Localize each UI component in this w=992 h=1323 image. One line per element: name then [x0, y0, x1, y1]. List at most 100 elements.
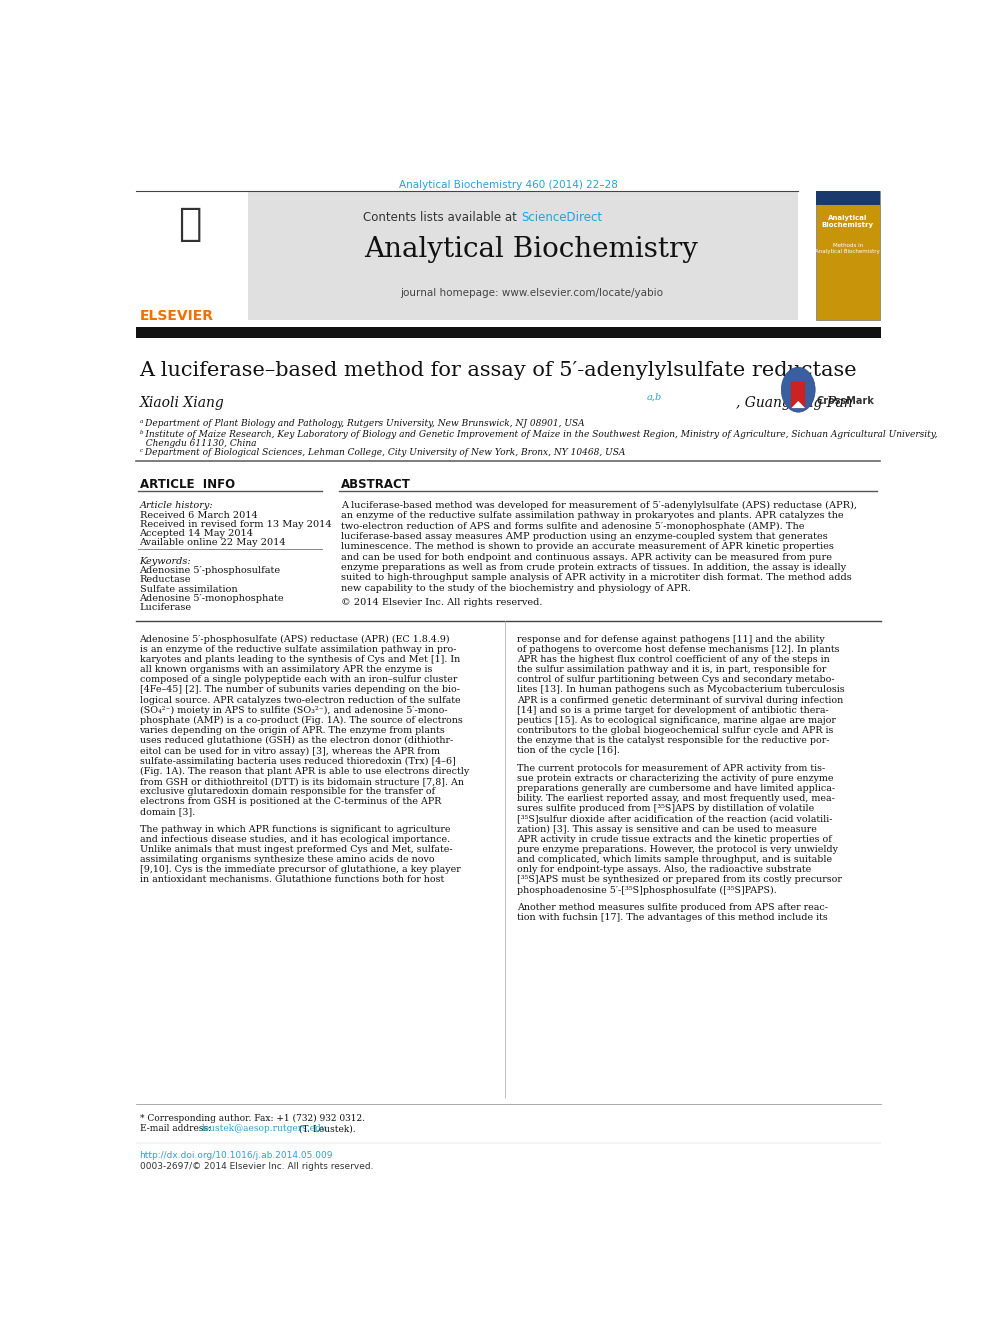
Text: logical source. APR catalyzes two-electron reduction of the sulfate: logical source. APR catalyzes two-electr… — [140, 696, 460, 705]
Text: and complicated, which limits sample throughput, and is suitable: and complicated, which limits sample thr… — [517, 855, 832, 864]
Text: A luciferase–based method for assay of 5′-adenylylsulfate reductase: A luciferase–based method for assay of 5… — [140, 361, 857, 380]
Text: of pathogens to overcome host defense mechanisms [12]. In plants: of pathogens to overcome host defense me… — [517, 644, 839, 654]
Text: ScienceDirect: ScienceDirect — [521, 212, 602, 224]
Text: Accepted 14 May 2014: Accepted 14 May 2014 — [140, 529, 254, 538]
Text: peutics [15]. As to ecological significance, marine algae are major: peutics [15]. As to ecological significa… — [517, 716, 836, 725]
Text: (SO₄²⁻) moiety in APS to sulfite (SO₃²⁻), and adenosine 5′-mono-: (SO₄²⁻) moiety in APS to sulfite (SO₃²⁻)… — [140, 705, 447, 714]
Polygon shape — [792, 401, 806, 407]
Text: tion of the cycle [16].: tion of the cycle [16]. — [517, 746, 620, 755]
Text: [³⁵S]sulfur dioxide after acidification of the reaction (acid volatili-: [³⁵S]sulfur dioxide after acidification … — [517, 815, 832, 823]
Text: Adenosine 5′-monophosphate: Adenosine 5′-monophosphate — [140, 594, 284, 603]
Text: Another method measures sulfite produced from APS after reac-: Another method measures sulfite produced… — [517, 902, 828, 912]
Bar — [816, 191, 880, 320]
Text: contributors to the global biogeochemical sulfur cycle and APR is: contributors to the global biogeochemica… — [517, 726, 833, 736]
Bar — [816, 191, 880, 205]
Text: (Fig. 1A). The reason that plant APR is able to use electrons directly: (Fig. 1A). The reason that plant APR is … — [140, 767, 469, 775]
Text: the sulfur assimilation pathway and it is, in part, responsible for: the sulfur assimilation pathway and it i… — [517, 665, 826, 675]
Text: ARTICLE  INFO: ARTICLE INFO — [140, 479, 235, 491]
Text: the enzyme that is the catalyst responsible for the reductive por-: the enzyme that is the catalyst responsi… — [517, 737, 829, 745]
Bar — [136, 191, 248, 320]
Text: (T. Leustek).: (T. Leustek). — [296, 1125, 356, 1134]
Text: [14] and so is a prime target for development of antibiotic thera-: [14] and so is a prime target for develo… — [517, 705, 828, 714]
Bar — [140, 201, 240, 308]
Text: [³⁵S]APS must be synthesized or prepared from its costly precursor: [³⁵S]APS must be synthesized or prepared… — [517, 876, 842, 884]
Text: control of sulfur partitioning between Cys and secondary metabo-: control of sulfur partitioning between C… — [517, 675, 834, 684]
Text: Article history:: Article history: — [140, 500, 213, 509]
Text: Analytical Biochemistry: Analytical Biochemistry — [364, 235, 698, 263]
Text: [4Fe–45] [2]. The number of subunits varies depending on the bio-: [4Fe–45] [2]. The number of subunits var… — [140, 685, 459, 695]
Text: uses reduced glutathione (GSH) as the electron donor (dithiothr-: uses reduced glutathione (GSH) as the el… — [140, 737, 452, 745]
Text: Available online 22 May 2014: Available online 22 May 2014 — [140, 538, 286, 548]
Text: ᶜ Department of Biological Sciences, Lehman College, City University of New York: ᶜ Department of Biological Sciences, Leh… — [140, 448, 625, 458]
Text: phosphoadenosine 5′-[³⁵S]phosphosulfate ([³⁵S]PAPS).: phosphoadenosine 5′-[³⁵S]phosphosulfate … — [517, 885, 777, 894]
Text: sue protein extracts or characterizing the activity of pure enzyme: sue protein extracts or characterizing t… — [517, 774, 833, 783]
Text: suited to high-throughput sample analysis of APR activity in a microtiter dish f: suited to high-throughput sample analysi… — [341, 573, 852, 582]
Text: is an enzyme of the reductive sulfate assimilation pathway in pro-: is an enzyme of the reductive sulfate as… — [140, 644, 456, 654]
Text: electrons from GSH is positioned at the C-terminus of the APR: electrons from GSH is positioned at the … — [140, 798, 440, 806]
Text: ᵃ Department of Plant Biology and Pathology, Rutgers University, New Brunswick, : ᵃ Department of Plant Biology and Pathol… — [140, 419, 584, 429]
Bar — [248, 191, 799, 320]
Circle shape — [782, 368, 815, 413]
Text: luciferase-based assay measures AMP production using an enzyme-coupled system th: luciferase-based assay measures AMP prod… — [341, 532, 827, 541]
Text: Chengdu 611130, China: Chengdu 611130, China — [140, 439, 256, 448]
Text: response and for defense against pathogens [11] and the ability: response and for defense against pathoge… — [517, 635, 824, 643]
Text: Adenosine 5′-phosphosulfate: Adenosine 5′-phosphosulfate — [140, 566, 281, 576]
Text: The current protocols for measurement of APR activity from tis-: The current protocols for measurement of… — [517, 763, 825, 773]
Text: Reductase: Reductase — [140, 576, 191, 585]
Text: eitol can be used for in vitro assay) [3], whereas the APR from: eitol can be used for in vitro assay) [3… — [140, 746, 439, 755]
Text: lites [13]. In human pathogens such as ​Mycobacterium tuberculosis: lites [13]. In human pathogens such as ​… — [517, 685, 844, 695]
Text: domain [3].: domain [3]. — [140, 807, 194, 816]
Text: new capability to the study of the biochemistry and physiology of APR.: new capability to the study of the bioch… — [341, 583, 690, 593]
Text: from GSH or dithiothreitol (DTT) is its bidomain structure [7,8]. An: from GSH or dithiothreitol (DTT) is its … — [140, 777, 463, 786]
Text: Sulfate assimilation: Sulfate assimilation — [140, 585, 237, 594]
Text: only for endpoint-type assays. Also, the radioactive substrate: only for endpoint-type assays. Also, the… — [517, 865, 811, 875]
Text: assimilating organisms synthesize these amino acids de novo: assimilating organisms synthesize these … — [140, 855, 434, 864]
Text: Analytical
Biochemistry: Analytical Biochemistry — [821, 214, 874, 228]
Text: ABSTRACT: ABSTRACT — [341, 479, 411, 491]
Text: © 2014 Elsevier Inc. All rights reserved.: © 2014 Elsevier Inc. All rights reserved… — [341, 598, 543, 607]
Text: ELSEVIER: ELSEVIER — [140, 308, 213, 323]
Text: sures sulfite produced from [³⁵S]APS by distillation of volatile: sures sulfite produced from [³⁵S]APS by … — [517, 804, 814, 814]
Text: bility. The earliest reported assay, and most frequently used, mea-: bility. The earliest reported assay, and… — [517, 794, 835, 803]
Text: 🌲: 🌲 — [179, 205, 201, 243]
Text: The pathway in which APR functions is significant to agriculture: The pathway in which APR functions is si… — [140, 824, 450, 833]
Text: Contents lists available at: Contents lists available at — [363, 212, 521, 224]
Text: exclusive glutaredoxin domain responsible for the transfer of: exclusive glutaredoxin domain responsibl… — [140, 787, 434, 796]
Text: E-mail address:: E-mail address: — [140, 1125, 213, 1134]
Text: , Guangtang Pan: , Guangtang Pan — [736, 396, 852, 410]
Bar — [136, 327, 881, 339]
Text: Luciferase: Luciferase — [140, 603, 191, 613]
Text: Adenosine 5′-phosphosulfate (APS) reductase (APR) (EC 1.8.4.9): Adenosine 5′-phosphosulfate (APS) reduct… — [140, 635, 450, 644]
Text: leustek@aesop.rutgers.edu: leustek@aesop.rutgers.edu — [201, 1125, 327, 1134]
Text: * Corresponding author. Fax: +1 (732) 932 0312.: * Corresponding author. Fax: +1 (732) 93… — [140, 1114, 364, 1123]
Text: and infectious disease studies, and it has ecological importance.: and infectious disease studies, and it h… — [140, 835, 449, 844]
Text: Xiaoli Xiang: Xiaoli Xiang — [140, 396, 224, 410]
Text: [9,10]. Cys is the immediate precursor of glutathione, a key player: [9,10]. Cys is the immediate precursor o… — [140, 865, 460, 875]
Text: in antioxidant mechanisms. Glutathione functions both for host: in antioxidant mechanisms. Glutathione f… — [140, 876, 443, 884]
Text: A luciferase-based method was developed for measurement of 5′-adenylylsulfate (A: A luciferase-based method was developed … — [341, 500, 857, 509]
Text: sulfate-assimilating bacteria uses reduced thioredoxin (Trx) [4–6]: sulfate-assimilating bacteria uses reduc… — [140, 757, 455, 766]
Text: http://dx.doi.org/10.1016/j.ab.2014.05.009: http://dx.doi.org/10.1016/j.ab.2014.05.0… — [140, 1151, 333, 1159]
Text: 0003-2697/© 2014 Elsevier Inc. All rights reserved.: 0003-2697/© 2014 Elsevier Inc. All right… — [140, 1162, 373, 1171]
Text: Received 6 March 2014: Received 6 March 2014 — [140, 511, 257, 520]
Text: journal homepage: www.elsevier.com/locate/yabio: journal homepage: www.elsevier.com/locat… — [400, 288, 663, 298]
Text: zation) [3]. This assay is sensitive and can be used to measure: zation) [3]. This assay is sensitive and… — [517, 824, 816, 833]
Text: Unlike animals that must ingest preformed Cys and Met, sulfate-: Unlike animals that must ingest preforme… — [140, 845, 452, 853]
FancyBboxPatch shape — [792, 381, 806, 407]
Text: varies depending on the origin of APR. The enzyme from plants: varies depending on the origin of APR. T… — [140, 726, 445, 736]
Text: CrossMark: CrossMark — [816, 396, 874, 406]
Text: luminescence. The method is shown to provide an accurate measurement of APR kine: luminescence. The method is shown to pro… — [341, 542, 834, 552]
Text: APR has the highest flux control coefficient of any of the steps in: APR has the highest flux control coeffic… — [517, 655, 829, 664]
Text: preparations generally are cumbersome and have limited applica-: preparations generally are cumbersome an… — [517, 783, 835, 792]
Text: composed of a single polypeptide each with an iron–sulfur cluster: composed of a single polypeptide each wi… — [140, 675, 457, 684]
Text: Analytical Biochemistry 460 (2014) 22–28: Analytical Biochemistry 460 (2014) 22–28 — [399, 180, 618, 191]
Text: karyotes and plants leading to the synthesis of Cys and Met [1]. In: karyotes and plants leading to the synth… — [140, 655, 459, 664]
Text: a,b: a,b — [647, 393, 662, 402]
Text: all known organisms with an assimilatory APR the enzyme is: all known organisms with an assimilatory… — [140, 665, 432, 675]
Text: APR is a confirmed genetic determinant of survival during infection: APR is a confirmed genetic determinant o… — [517, 696, 843, 705]
Text: tion with fuchsin [17]. The advantages of this method include its: tion with fuchsin [17]. The advantages o… — [517, 913, 827, 922]
Text: and can be used for both endpoint and continuous assays. APR activity can be mea: and can be used for both endpoint and co… — [341, 553, 832, 562]
Text: Received in revised form 13 May 2014: Received in revised form 13 May 2014 — [140, 520, 331, 529]
Text: Keywords:: Keywords: — [140, 557, 191, 566]
Text: pure enzyme preparations. However, the protocol is very unwieldy: pure enzyme preparations. However, the p… — [517, 845, 838, 853]
